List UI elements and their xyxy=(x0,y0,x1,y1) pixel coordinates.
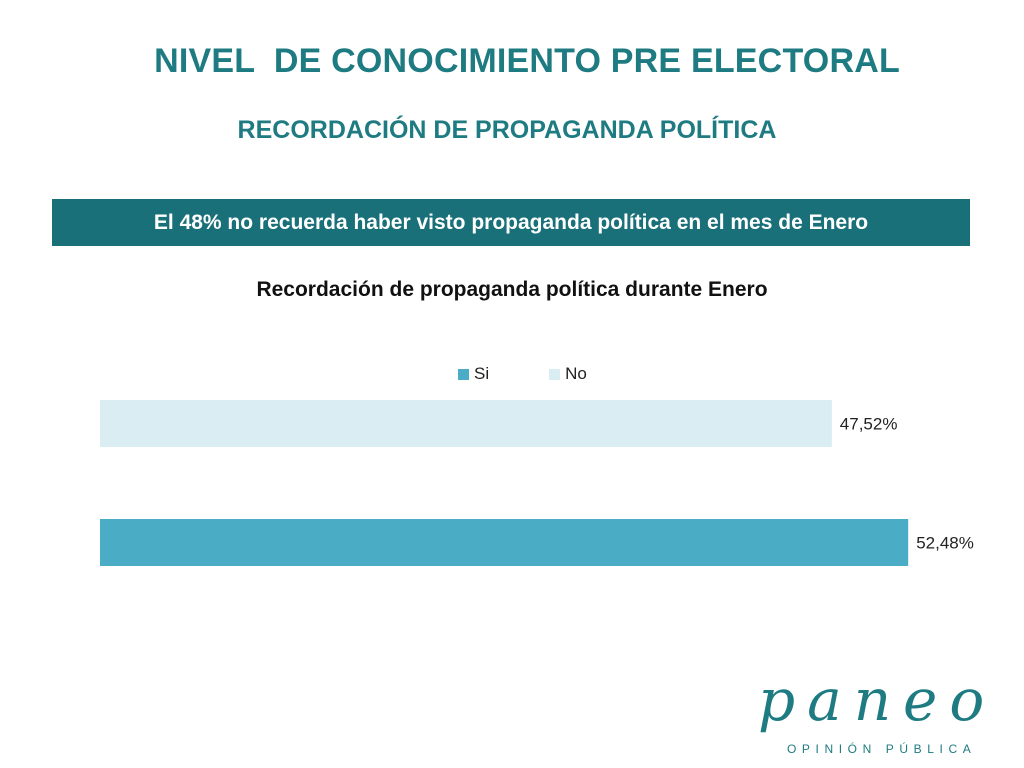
chart-legend: Si No xyxy=(458,363,647,385)
bar-si xyxy=(100,519,909,566)
banner-text: El 48% no recuerda haber visto propagand… xyxy=(153,210,869,234)
legend-item-si: Si xyxy=(458,364,489,384)
chart-title: Recordación de propaganda política duran… xyxy=(256,278,768,301)
data-label-no: 47,52% xyxy=(840,415,898,434)
legend-label-si: Si xyxy=(474,364,490,383)
page-title: NIVEL DE CONOCIMIENTO PRE ELECTORAL xyxy=(154,42,900,80)
legend-swatch-no xyxy=(549,368,561,380)
paneo-logo: paneo xyxy=(758,666,997,734)
legend-swatch-si xyxy=(458,368,469,380)
bar-no xyxy=(100,400,832,447)
legend-item-no: No xyxy=(549,364,587,384)
data-label-si: 52,48% xyxy=(916,534,974,553)
page-subtitle: RECORDACIÓN DE PROPAGANDA POLÍTICA xyxy=(237,116,777,144)
logo-tagline: OPINIÓN PÚBLICA xyxy=(787,742,977,756)
highlight-banner: El 48% no recuerda haber visto propagand… xyxy=(52,199,970,246)
legend-label-no: No xyxy=(565,364,587,383)
